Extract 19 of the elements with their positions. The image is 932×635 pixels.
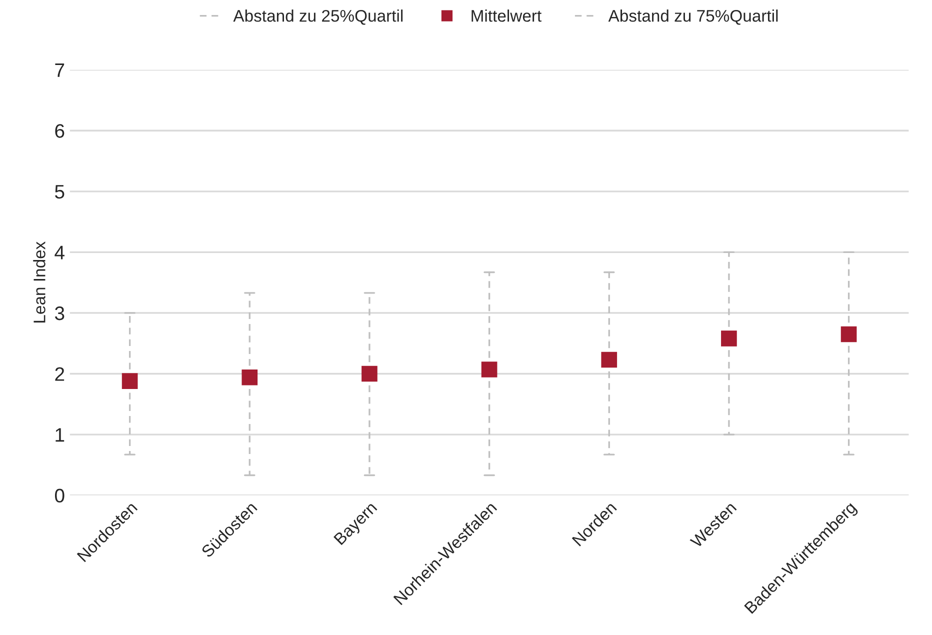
y-tick-label: 2: [55, 367, 64, 381]
point: [840, 326, 857, 342]
point: [242, 369, 258, 386]
point: [601, 352, 618, 368]
point: [362, 366, 378, 382]
y-axis-title: Lean Index: [33, 242, 46, 322]
y-tick-label: 0: [54, 488, 64, 503]
y-tick-label: 5: [55, 185, 64, 199]
text: Abstand zu 25%Quartil: [233, 10, 403, 25]
y-tick-label: 1: [56, 428, 64, 442]
legend-label: Mittelwert: [472, 10, 542, 22]
y-tick-label: 3: [54, 306, 64, 320]
point: [122, 373, 138, 389]
text: Abstand zu 75%Quartil: [608, 10, 778, 25]
y-tick-label: 4: [54, 246, 64, 260]
point: [481, 362, 498, 378]
y-tick-label: 7: [55, 64, 64, 77]
point: [721, 330, 737, 346]
y-tick-label: 6: [55, 124, 64, 138]
